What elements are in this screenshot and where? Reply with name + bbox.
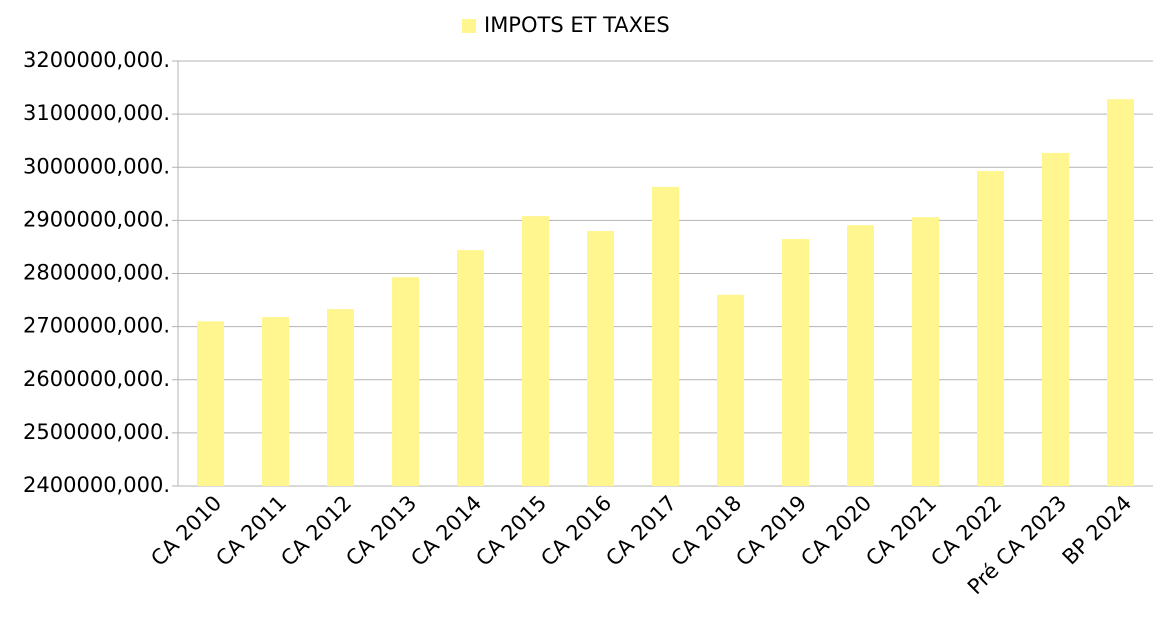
y-tick-label: 2500000,000. [23, 420, 170, 444]
x-tick-label: CA 2010 [146, 491, 226, 571]
x-tick-label: CA 2012 [276, 491, 356, 571]
x-tick-label: CA 2017 [601, 491, 681, 571]
legend-label: IMPOTS ET TAXES [484, 13, 670, 37]
y-tick-label: 2400000,000. [23, 473, 170, 497]
bar [197, 321, 224, 486]
x-tick-label: CA 2018 [666, 491, 746, 571]
legend-swatch [462, 19, 476, 33]
x-tick-label: CA 2019 [731, 491, 811, 571]
bar [717, 294, 744, 486]
y-tick-label: 3200000,000. [23, 48, 170, 72]
bar [457, 250, 484, 486]
y-tick-label: 2800000,000. [23, 261, 170, 285]
bar [1107, 99, 1134, 486]
x-tick-label: CA 2015 [471, 491, 551, 571]
bar [912, 217, 939, 486]
x-tick-label: CA 2011 [211, 491, 291, 571]
bar [392, 277, 419, 486]
bar [652, 186, 679, 486]
x-tick-label: CA 2020 [796, 491, 876, 571]
bar [1042, 152, 1069, 486]
x-tick-label: CA 2014 [406, 491, 486, 571]
x-tick-label: BP 2024 [1058, 491, 1137, 570]
bar [327, 309, 354, 486]
bar [782, 238, 809, 486]
y-tick-label: 3000000,000. [23, 154, 170, 178]
bar [977, 170, 1004, 486]
y-tick-label: 2900000,000. [23, 207, 170, 231]
x-tick-label: CA 2016 [536, 491, 616, 571]
bar [522, 216, 549, 486]
y-tick-label: 2700000,000. [23, 314, 170, 338]
bar [262, 317, 289, 486]
x-tick-label: CA 2013 [341, 491, 421, 571]
x-tick-label: CA 2021 [861, 491, 941, 571]
bar [587, 231, 614, 486]
y-tick-label: 2600000,000. [23, 367, 170, 391]
bar [847, 225, 874, 486]
y-tick-label: 3100000,000. [23, 101, 170, 125]
